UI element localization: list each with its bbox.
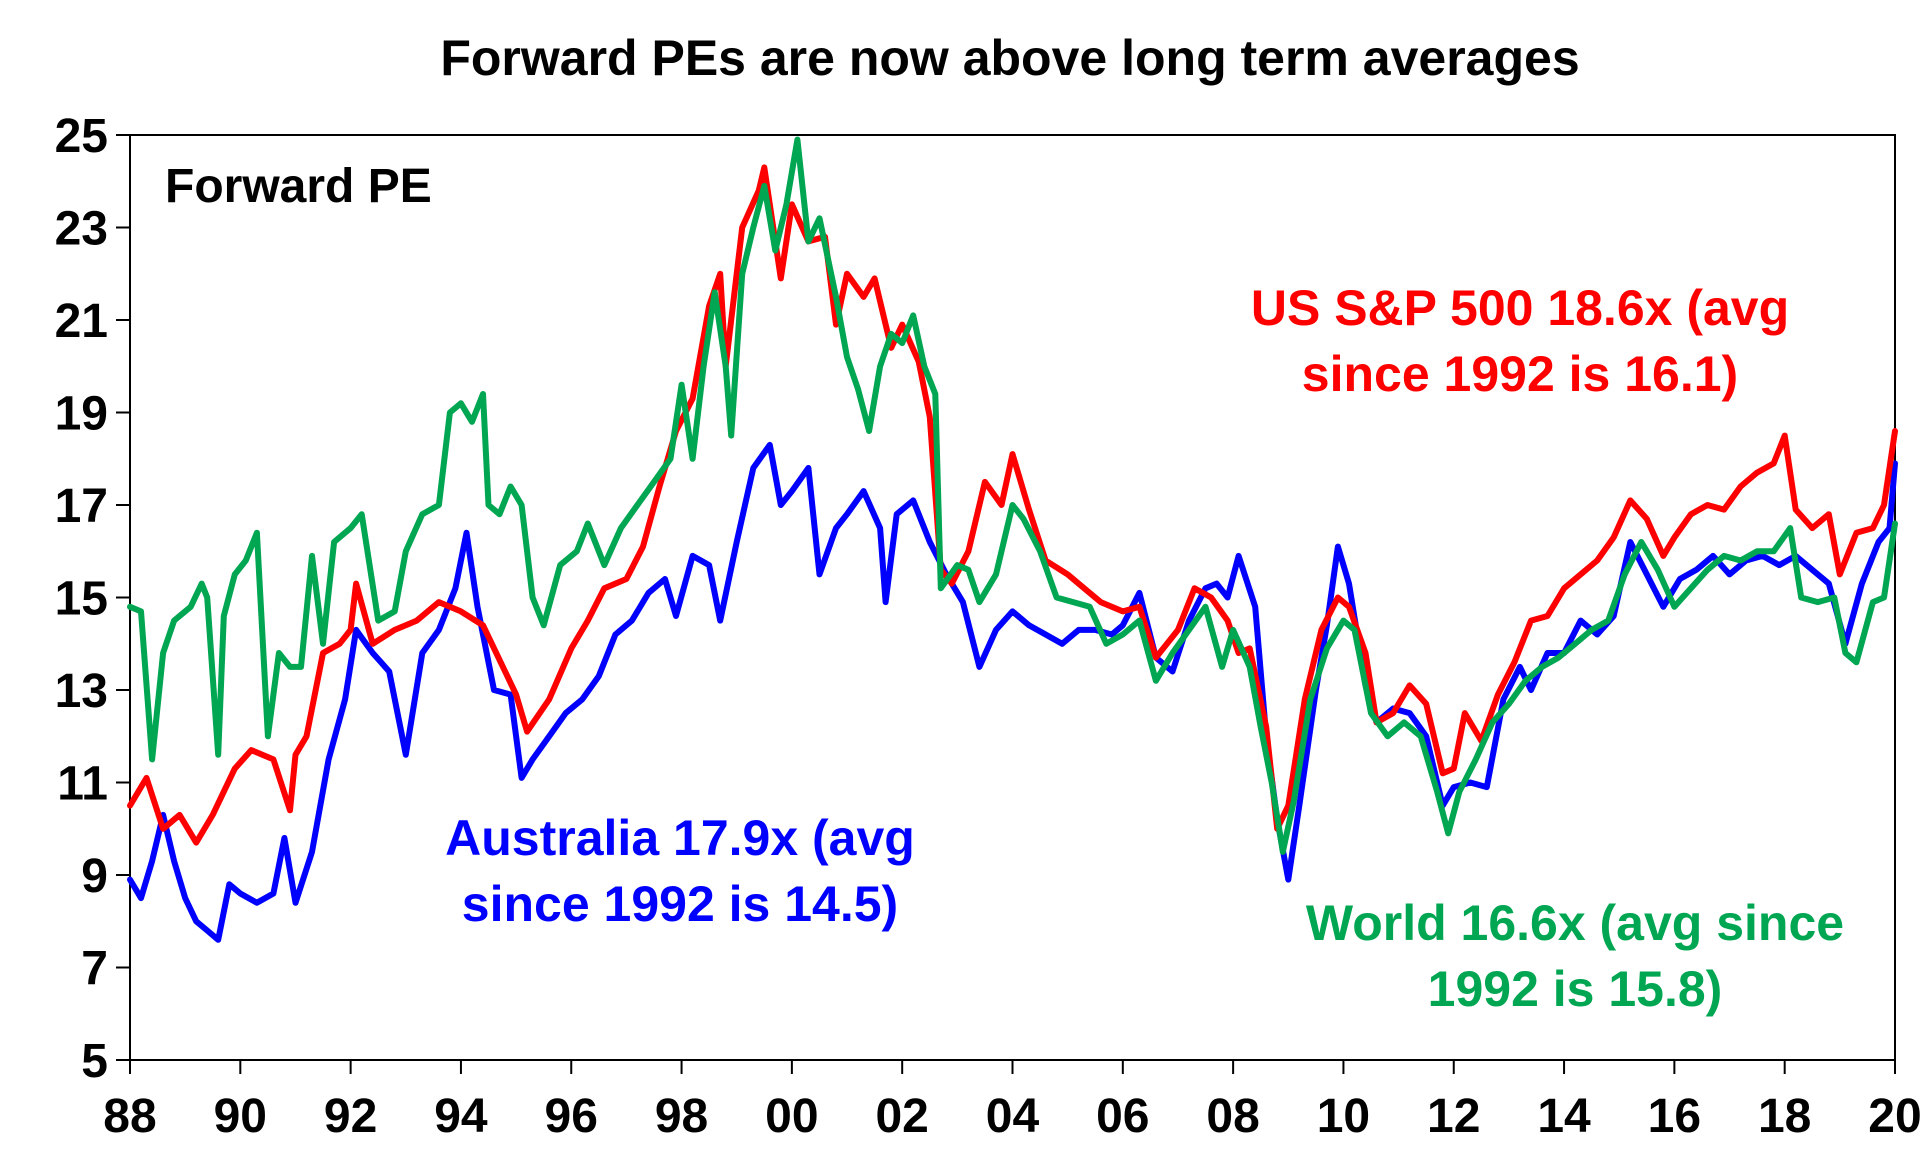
series-layer	[127, 136, 1898, 943]
inner-label-forward-pe: Forward PE	[165, 160, 432, 213]
x-axis: 88 90 92 94 96 98 00 02 04 06 08 10 12 14 16 18 20	[103, 1060, 1920, 1143]
annotation-us-line-1: US S&P 500 18.6x (avg	[1251, 280, 1789, 336]
x-tick-label: 94	[434, 1090, 488, 1143]
y-tick-label: 15	[55, 573, 108, 626]
x-tick-label: 10	[1317, 1090, 1370, 1143]
series-line-world	[127, 136, 1898, 855]
x-tick-label: 92	[324, 1090, 377, 1143]
x-tick-label: 90	[214, 1090, 267, 1143]
x-tick-label: 88	[103, 1090, 156, 1143]
annotation-au-line-2: since 1992 is 14.5)	[462, 876, 898, 932]
x-tick-label: 20	[1868, 1090, 1920, 1143]
y-tick-label: 5	[81, 1035, 108, 1088]
series-line-au	[127, 441, 1898, 943]
annotation-world-line-1: World 16.6x (avg since	[1306, 895, 1844, 951]
y-tick-label: 11	[57, 758, 108, 811]
y-tick-label: 23	[55, 203, 108, 256]
x-tick-label: 12	[1427, 1090, 1480, 1143]
y-tick-label: 9	[81, 850, 108, 903]
y-tick-label: 13	[55, 665, 108, 718]
annotation-us-line-2: since 1992 is 16.1)	[1302, 346, 1738, 402]
x-tick-label: 98	[655, 1090, 708, 1143]
chart-title: Forward PEs are now above long term aver…	[440, 30, 1579, 86]
x-tick-label: 00	[765, 1090, 818, 1143]
y-tick-label: 19	[55, 388, 108, 441]
x-tick-label: 04	[986, 1090, 1040, 1143]
x-tick-label: 96	[545, 1090, 598, 1143]
x-tick-label: 18	[1758, 1090, 1811, 1143]
x-tick-label: 16	[1648, 1090, 1701, 1143]
y-axis: 5 7 9 11 13 15 17 19 21 23 25	[55, 110, 130, 1088]
y-tick-label: 21	[55, 295, 108, 348]
y-tick-label: 7	[81, 943, 108, 996]
y-tick-label: 25	[55, 110, 108, 163]
annotation-world-line-2: 1992 is 15.8)	[1428, 961, 1723, 1017]
series-annotations: US S&P 500 18.6x (avg since 1992 is 16.1)…	[445, 280, 1844, 1017]
series-line-us	[127, 164, 1898, 846]
x-tick-label: 02	[875, 1090, 928, 1143]
x-tick-label: 08	[1206, 1090, 1259, 1143]
x-tick-label: 14	[1537, 1090, 1591, 1143]
annotation-au-line-1: Australia 17.9x (avg	[445, 810, 915, 866]
y-tick-label: 17	[55, 480, 108, 533]
x-tick-label: 06	[1096, 1090, 1149, 1143]
